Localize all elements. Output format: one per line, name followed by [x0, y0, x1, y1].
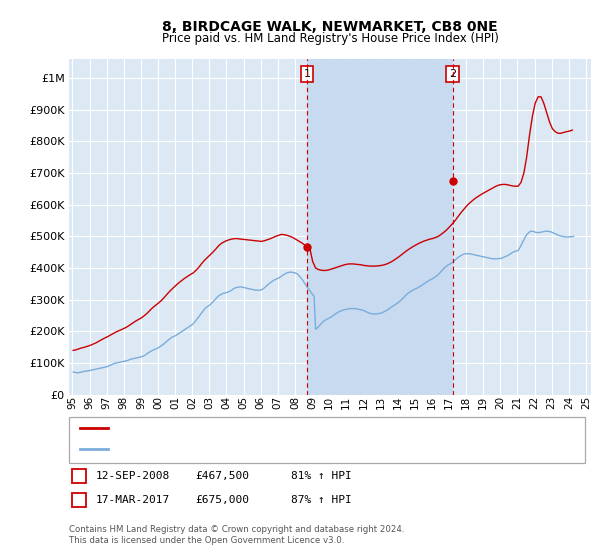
Text: £467,500: £467,500 — [195, 471, 249, 481]
Text: 8, BIRDCAGE WALK, NEWMARKET, CB8 0NE: 8, BIRDCAGE WALK, NEWMARKET, CB8 0NE — [162, 20, 498, 34]
Text: 87% ↑ HPI: 87% ↑ HPI — [291, 495, 352, 505]
Text: 2: 2 — [449, 69, 456, 79]
Text: 1: 1 — [304, 69, 311, 79]
Bar — [307, 59, 452, 395]
Text: 2: 2 — [76, 495, 83, 505]
Text: Price paid vs. HM Land Registry's House Price Index (HPI): Price paid vs. HM Land Registry's House … — [161, 32, 499, 45]
Text: 17-MAR-2017: 17-MAR-2017 — [96, 495, 170, 505]
Text: Contains HM Land Registry data © Crown copyright and database right 2024.
This d: Contains HM Land Registry data © Crown c… — [69, 525, 404, 545]
Text: 1: 1 — [76, 471, 83, 481]
Text: 8, BIRDCAGE WALK, NEWMARKET, CB8 0NE (detached house): 8, BIRDCAGE WALK, NEWMARKET, CB8 0NE (de… — [114, 423, 434, 433]
Text: 81% ↑ HPI: 81% ↑ HPI — [291, 471, 352, 481]
Text: 12-SEP-2008: 12-SEP-2008 — [96, 471, 170, 481]
Text: £675,000: £675,000 — [195, 495, 249, 505]
Text: HPI: Average price, detached house, West Suffolk: HPI: Average price, detached house, West… — [114, 444, 372, 454]
